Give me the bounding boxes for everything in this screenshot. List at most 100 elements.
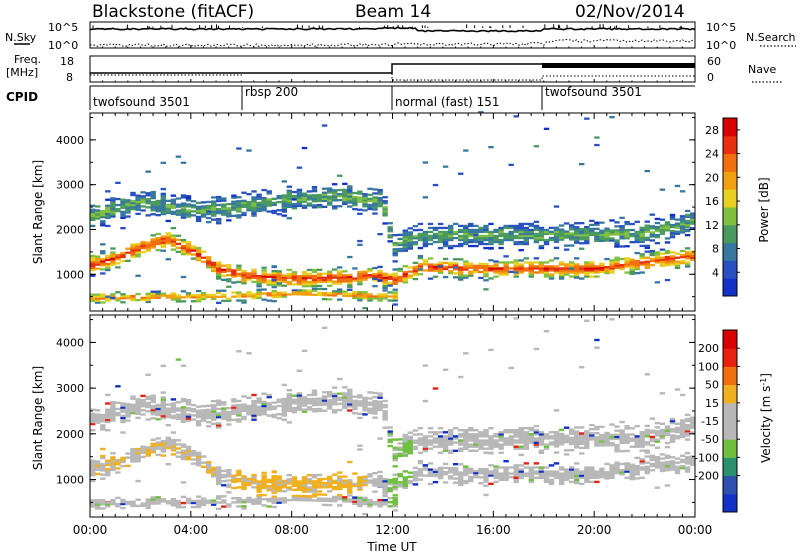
velocity-cell [579, 470, 585, 473]
power-cell [226, 268, 232, 271]
velocity-cell [563, 449, 570, 452]
velocity-cell [478, 472, 484, 475]
velocity-cell [211, 406, 217, 409]
velocity-cell [574, 446, 580, 449]
velocity-cell [110, 464, 116, 467]
power-cell [448, 234, 454, 238]
velocity-cell [533, 347, 540, 351]
velocity-cell [372, 391, 378, 395]
power-cell [483, 275, 489, 278]
power-cell [342, 196, 348, 200]
power-cell [105, 224, 111, 228]
velocity-cell [664, 469, 671, 472]
velocity-cell [589, 434, 595, 437]
velocity-cell [160, 412, 166, 416]
power-cell [483, 265, 489, 268]
power-cell [160, 208, 166, 212]
velocity-cell [236, 501, 242, 504]
velocity-cell [332, 499, 338, 503]
velocity-cell [679, 435, 686, 439]
power-cell [483, 242, 489, 246]
power-cell [110, 209, 116, 212]
power-cell [95, 263, 101, 266]
velocity-cell [513, 441, 519, 444]
velocity-cell [458, 477, 464, 480]
power-cell [468, 244, 474, 248]
velocity-cell [493, 435, 499, 438]
power-cell [271, 300, 277, 303]
velocity-cell [165, 415, 171, 419]
velocity-cell [170, 402, 177, 405]
velocity-cell [392, 477, 398, 481]
power-cell [301, 289, 308, 292]
power-cell [90, 216, 96, 219]
velocity-cell [679, 393, 686, 397]
power-cell [478, 262, 484, 266]
velocity-cell [624, 435, 630, 438]
velocity-cell [301, 488, 308, 491]
velocity-cell [90, 505, 96, 508]
power-cell [241, 293, 247, 296]
power-cell [185, 197, 192, 200]
velocity-cell [301, 349, 308, 352]
power-cell [90, 204, 96, 207]
power-cell [342, 200, 348, 204]
power-cell [463, 268, 469, 271]
velocity-cell [321, 401, 328, 404]
power-cell [221, 268, 227, 271]
velocity-cell [195, 459, 202, 463]
velocity-cell [664, 456, 671, 460]
power-cell [437, 267, 444, 270]
power-cell [669, 251, 676, 254]
velocity-cell [352, 399, 358, 402]
velocity-cell [584, 444, 590, 447]
power-cell [140, 244, 146, 248]
velocity-cell [337, 477, 343, 480]
power-cell [483, 226, 489, 230]
power-cell [387, 299, 393, 302]
velocity-cell [115, 463, 121, 466]
velocity-cell [473, 471, 479, 475]
power-cell [604, 235, 610, 238]
power-cell [165, 294, 171, 297]
velocity-cell [251, 408, 257, 411]
power-cell [342, 278, 348, 281]
velocity-cell [639, 462, 645, 465]
power-cell [498, 269, 504, 272]
nave-tick-top: 60 [707, 55, 721, 68]
power-cell [654, 225, 661, 229]
velocity-cell [624, 476, 630, 479]
velocity-cell [528, 435, 534, 438]
power-cell [135, 206, 141, 209]
power-cell [195, 255, 202, 258]
velocity-cell [362, 475, 368, 478]
velocity-cell [286, 473, 292, 477]
colorbar-tick-label: 50 [705, 379, 719, 392]
velocity-cell [342, 498, 348, 501]
velocity-cell [256, 411, 262, 415]
power-cell [387, 236, 393, 239]
power-cell [518, 232, 524, 236]
power-cell [362, 201, 368, 204]
velocity-cell [241, 505, 247, 508]
velocity-cell [140, 455, 146, 459]
power-cell [347, 185, 353, 188]
power-cell [195, 205, 202, 208]
power-cell [180, 240, 187, 244]
velocity-cell [200, 465, 207, 468]
power-cell [347, 275, 353, 279]
power-cell [281, 284, 287, 287]
velocity-cell [574, 481, 580, 485]
power-cell [296, 200, 303, 204]
colorbar-segment [723, 402, 737, 422]
power-cell [538, 271, 545, 274]
power-cell [563, 232, 570, 235]
power-cell [664, 237, 671, 240]
power-cell [684, 229, 691, 233]
velocity-cell [690, 422, 696, 425]
velocity-cell [110, 498, 116, 502]
velocity-cell [246, 500, 252, 504]
velocity-cell [231, 412, 237, 415]
power-cell [589, 265, 595, 268]
velocity-cell [513, 439, 519, 442]
